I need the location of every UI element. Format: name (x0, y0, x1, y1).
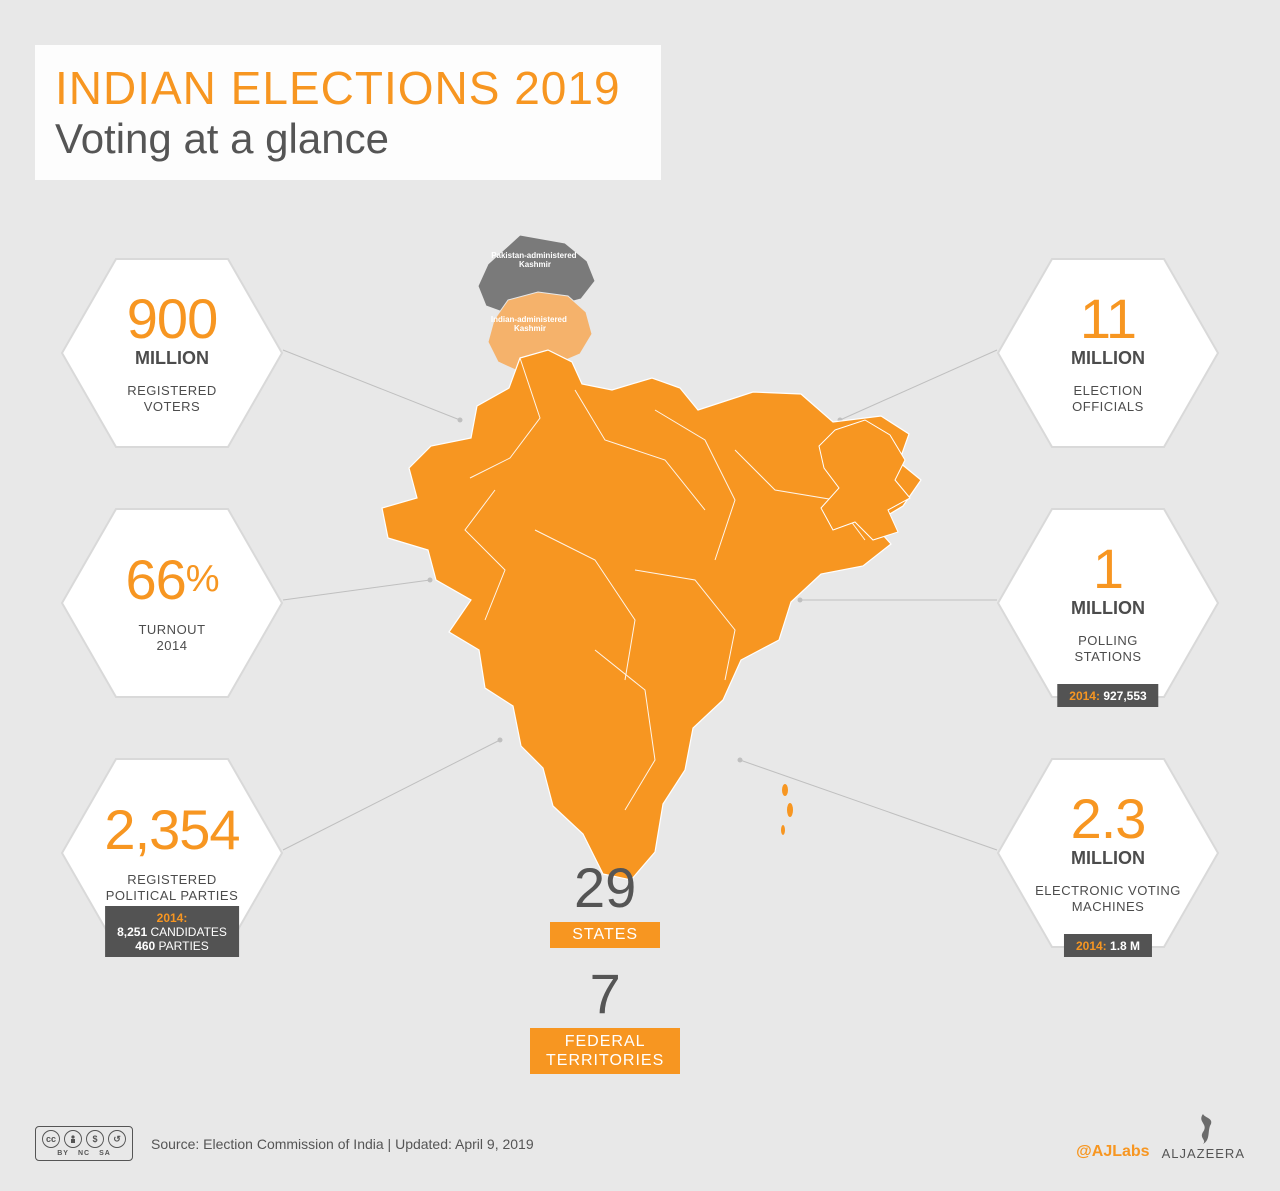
infographic-container: INDIAN ELECTIONS 2019 Voting at a glance (0, 0, 1280, 1191)
map-islands (781, 784, 793, 835)
footer: cc $ ↺ BY NC SA Source: Election Commiss… (35, 1112, 1245, 1161)
stat-hex-parties: 2,354 REGISTEREDPOLITICAL PARTIES 2014:8… (60, 755, 284, 951)
title-sub: Voting at a glance (55, 116, 621, 162)
territories-number: 7 (530, 966, 680, 1022)
stat-footer-polling: 2014: 927,553 (1057, 684, 1158, 707)
stat-label-parties: REGISTEREDPOLITICAL PARTIES (85, 872, 260, 905)
stat-hex-voters: 900 MILLION REGISTEREDVOTERS (60, 255, 284, 451)
cc-icon: cc (42, 1130, 60, 1148)
stat-number-polling: 1 (1021, 541, 1196, 597)
by-icon (64, 1130, 82, 1148)
cc-license-badge: cc $ ↺ BY NC SA (35, 1126, 133, 1161)
states-label: STATES (550, 922, 660, 948)
stat-label-polling: POLLINGSTATIONS (1021, 633, 1196, 666)
nc-icon: $ (86, 1130, 104, 1148)
sa-icon: ↺ (108, 1130, 126, 1148)
stat-number-evm: 2.3 (1021, 791, 1196, 847)
stat-number-parties: 2,354 (85, 802, 260, 858)
stat-footer-evm: 2014: 1.8 M (1064, 934, 1152, 957)
stat-unit-voters: MILLION (85, 349, 260, 369)
stat-unit-evm: MILLION (1021, 849, 1196, 869)
states-number: 29 (530, 860, 680, 916)
ajlabs-handle: @AJLabs (1076, 1143, 1149, 1161)
stat-hex-evm: 2.3 MILLION ELECTRONIC VOTINGMACHINES 20… (996, 755, 1220, 951)
stat-hex-turnout: 66% TURNOUT2014 (60, 505, 284, 701)
title-block: INDIAN ELECTIONS 2019 Voting at a glance (35, 45, 661, 180)
aljazeera-flame-icon (1189, 1112, 1217, 1144)
stat-hex-officials: 11 MILLION ELECTIONOFFICIALS (996, 255, 1220, 451)
stat-footer-parties: 2014:8,251 CANDIDATES460 PARTIES (105, 906, 239, 957)
stat-number-turnout: 66% (85, 552, 260, 608)
stat-hex-polling: 1 MILLION POLLINGSTATIONS 2014: 927,553 (996, 505, 1220, 701)
footer-right: @AJLabs ALJAZEERA (1076, 1112, 1245, 1161)
stat-unit-officials: MILLION (1021, 349, 1196, 369)
stat-label-evm: ELECTRONIC VOTINGMACHINES (1021, 883, 1196, 916)
stat-number-voters: 900 (85, 291, 260, 347)
stat-unit-polling: MILLION (1021, 599, 1196, 619)
footer-left: cc $ ↺ BY NC SA Source: Election Commiss… (35, 1126, 534, 1161)
aljazeera-logo: ALJAZEERA (1162, 1112, 1245, 1161)
stat-label-officials: ELECTIONOFFICIALS (1021, 383, 1196, 416)
title-main: INDIAN ELECTIONS 2019 (55, 63, 621, 114)
territories-label: FEDERALTERRITORIES (530, 1028, 680, 1074)
stat-number-officials: 11 (1021, 291, 1196, 347)
stat-label-voters: REGISTEREDVOTERS (85, 383, 260, 416)
source-text: Source: Election Commission of India | U… (151, 1136, 534, 1152)
india-map: Pakistan-administered Kashmir Indian-adm… (335, 230, 925, 895)
stat-label-turnout: TURNOUT2014 (85, 622, 260, 655)
center-stats: 29 STATES 7 FEDERALTERRITORIES (530, 860, 680, 1074)
